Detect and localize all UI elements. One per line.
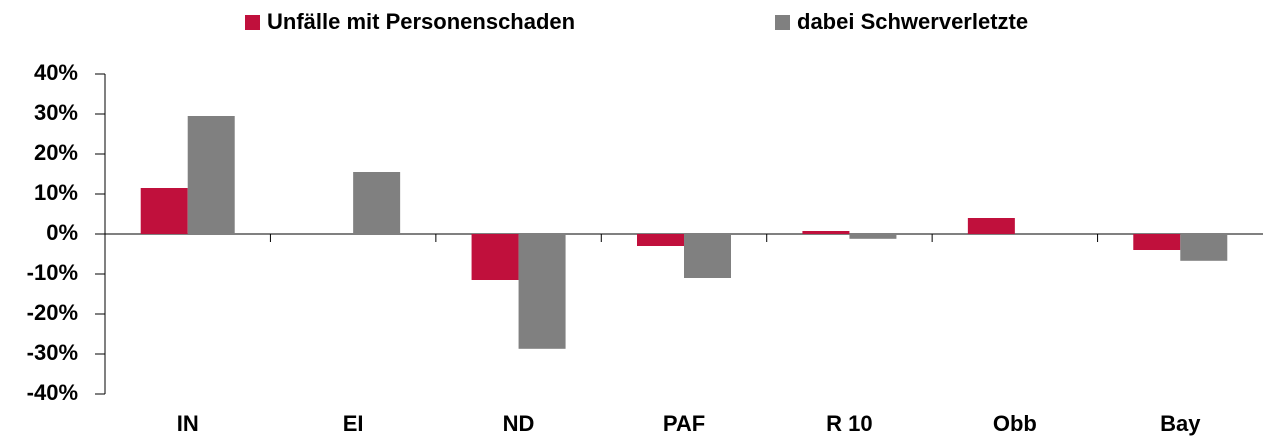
x-tick-label: R 10 — [826, 411, 872, 436]
bar — [849, 234, 897, 239]
x-tick-label: ND — [503, 411, 535, 436]
x-tick-label: PAF — [663, 411, 705, 436]
legend-label: Unfälle mit Personenschaden — [267, 9, 575, 34]
bar — [187, 116, 235, 234]
bar — [1180, 234, 1228, 261]
y-tick-label: -30% — [27, 340, 78, 365]
bar — [967, 218, 1015, 234]
y-tick-label: -20% — [27, 300, 78, 325]
legend-swatch — [775, 15, 790, 30]
x-tick-label: Bay — [1160, 411, 1201, 436]
bar — [353, 172, 401, 234]
bar — [802, 231, 850, 234]
x-tick-label: EI — [343, 411, 364, 436]
bar — [637, 234, 684, 246]
bar — [140, 188, 188, 234]
bar — [1133, 234, 1181, 250]
bar — [471, 234, 519, 280]
y-tick-label: 0% — [46, 220, 78, 245]
bar — [684, 234, 731, 278]
legend-swatch — [245, 15, 260, 30]
legend-label: dabei Schwerverletzte — [797, 9, 1028, 34]
y-tick-label: -10% — [27, 260, 78, 285]
x-tick-label: Obb — [993, 411, 1037, 436]
y-tick-label: 20% — [34, 140, 78, 165]
x-tick-label: IN — [177, 411, 199, 436]
y-tick-label: 10% — [34, 180, 78, 205]
bar — [518, 234, 566, 349]
y-tick-label: 40% — [34, 60, 78, 85]
y-tick-label: -40% — [27, 380, 78, 405]
y-tick-label: 30% — [34, 100, 78, 125]
